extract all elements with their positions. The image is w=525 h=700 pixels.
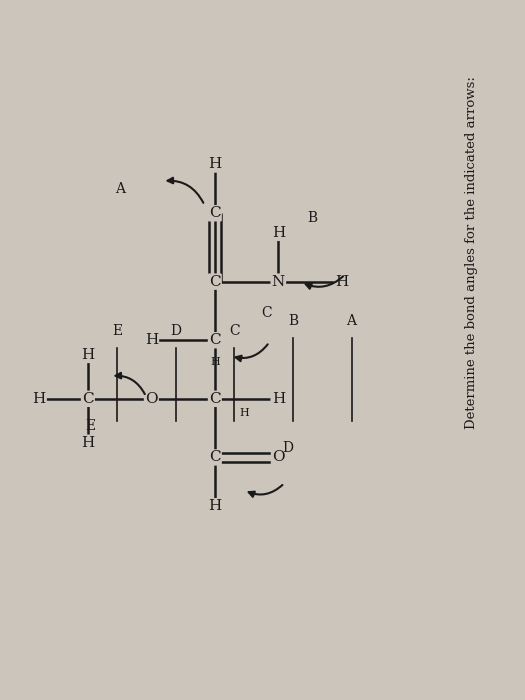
Text: C: C [209,274,220,288]
Text: Determine the bond angles for the indicated arrows:: Determine the bond angles for the indica… [465,76,478,429]
Text: H: H [210,357,219,368]
Text: E: E [112,324,122,338]
Text: H: H [33,392,46,406]
Text: H: H [208,158,222,172]
Text: H: H [145,333,158,347]
Text: H: H [208,499,222,513]
Text: B: B [288,314,298,328]
Text: C: C [229,324,240,338]
Text: C: C [209,392,220,406]
Text: H: H [271,392,285,406]
Text: D: D [170,324,181,338]
Text: H: H [81,436,94,450]
Text: B: B [308,211,318,225]
Text: C: C [209,206,220,220]
Text: H: H [335,274,349,288]
Text: C: C [261,307,271,321]
Text: A: A [114,182,124,196]
Text: H: H [239,409,249,419]
Text: C: C [209,450,220,464]
Text: C: C [82,392,93,406]
Text: A: A [346,314,356,328]
Text: O: O [272,450,285,464]
Text: H: H [271,226,285,240]
Text: H: H [81,348,94,362]
Text: C: C [209,333,220,347]
Text: E: E [85,419,96,433]
Text: D: D [282,441,293,455]
Text: O: O [145,392,158,406]
Text: N: N [271,274,285,288]
